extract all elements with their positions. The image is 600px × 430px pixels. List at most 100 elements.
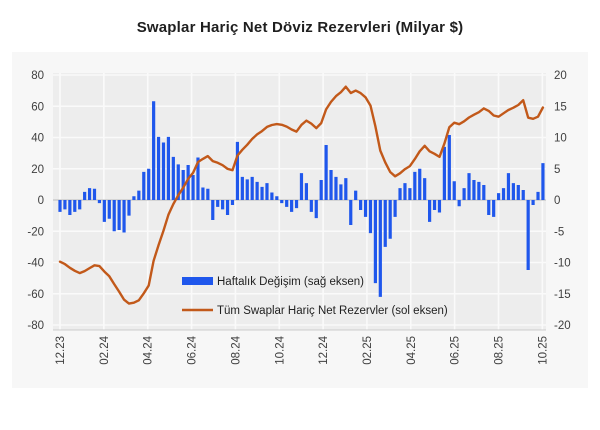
weekly-change-bar xyxy=(280,200,284,204)
reserves-trend-line xyxy=(58,85,545,305)
weekly-change-bar xyxy=(457,200,461,207)
weekly-change-bar xyxy=(418,168,422,200)
weekly-change-bar xyxy=(122,200,126,233)
weekly-change-bar xyxy=(166,136,171,201)
weekly-change-bar xyxy=(290,200,294,212)
weekly-change-bar xyxy=(196,157,200,200)
weekly-change-bar xyxy=(447,135,451,200)
weekly-change-bar xyxy=(521,190,525,200)
right-axis-tick-label: 0 xyxy=(554,195,560,207)
right-axis-tick-label: 20 xyxy=(554,70,567,82)
weekly-change-bar xyxy=(176,164,180,201)
weekly-change-bar xyxy=(452,181,456,200)
left-axis-tick-label: 60 xyxy=(31,101,44,113)
weekly-change-bar xyxy=(186,165,190,200)
weekly-change-bar xyxy=(541,163,545,201)
weekly-change-bar xyxy=(285,200,289,207)
weekly-change-bar xyxy=(334,176,338,201)
weekly-change-bar xyxy=(156,136,161,201)
weekly-change-bar xyxy=(132,196,136,200)
weekly-change-bar xyxy=(526,200,530,270)
x-axis-tick-label: 10.24 xyxy=(274,335,286,364)
weekly-change-bar xyxy=(211,200,215,220)
x-axis-tick-label: 08.24 xyxy=(230,335,242,364)
x-axis-tick-label: 12.23 xyxy=(55,336,67,365)
left-axis-tick-label: 40 xyxy=(31,133,44,145)
weekly-change-bar xyxy=(487,200,491,215)
weekly-change-bar xyxy=(359,200,363,210)
weekly-change-bar xyxy=(349,200,353,225)
weekly-change-bar xyxy=(477,181,481,201)
weekly-change-bar xyxy=(152,101,156,200)
left-axis-tick-label: 20 xyxy=(31,164,44,176)
weekly-change-bar xyxy=(437,200,442,213)
right-axis-tick-label: 15 xyxy=(554,101,567,113)
weekly-change-bar xyxy=(472,180,476,200)
weekly-change-bar xyxy=(142,171,146,201)
x-axis-tick-label: 06.24 xyxy=(187,335,199,364)
weekly-change-bar xyxy=(181,170,185,200)
weekly-change-bar xyxy=(299,173,304,201)
weekly-change-bar xyxy=(92,188,97,200)
weekly-change-bar xyxy=(398,188,402,201)
right-axis-tick-label: -15 xyxy=(554,289,571,301)
weekly-change-bar xyxy=(225,200,230,215)
weekly-change-bar xyxy=(492,200,496,217)
weekly-change-bar xyxy=(58,200,62,212)
weekly-change-bar xyxy=(506,173,511,201)
weekly-change-bar xyxy=(482,185,486,200)
weekly-change-bar xyxy=(496,193,501,201)
weekly-change-bar xyxy=(423,178,427,201)
weekly-change-bar xyxy=(255,181,259,201)
x-axis-tick-label: 04.25 xyxy=(406,336,418,365)
left-axis-tick-label: -60 xyxy=(27,289,44,301)
weekly-change-bar xyxy=(216,200,220,207)
x-axis-tick-label: 10.25 xyxy=(537,336,549,365)
left-axis-tick-label: -20 xyxy=(27,226,44,238)
weekly-change-bar xyxy=(235,141,240,201)
legend-swatch-bars xyxy=(182,277,213,285)
weekly-change-bar xyxy=(501,188,506,201)
x-axis-tick-label: 06.25 xyxy=(450,336,462,365)
right-axis-tick-label: -20 xyxy=(554,320,571,332)
weekly-change-bar xyxy=(171,156,175,201)
weekly-change-bar xyxy=(403,183,407,201)
weekly-change-bar xyxy=(413,171,417,201)
weekly-change-bar xyxy=(161,142,166,200)
weekly-change-bar xyxy=(408,188,412,201)
weekly-change-bar xyxy=(112,200,116,232)
weekly-change-bar xyxy=(73,200,77,212)
weekly-change-bar xyxy=(329,170,333,200)
weekly-change-bar xyxy=(230,200,235,205)
legend-label-line: Tüm Swaplar Hariç Net Rezervler (sol eks… xyxy=(217,305,448,317)
x-axis-tick-label: 12.24 xyxy=(318,335,330,364)
weekly-change-bar xyxy=(260,186,264,201)
weekly-change-bar xyxy=(294,200,299,209)
weekly-change-bar xyxy=(250,176,254,201)
weekly-change-bar xyxy=(147,168,151,200)
weekly-change-bar xyxy=(63,200,67,210)
weekly-change-bar xyxy=(354,190,358,201)
weekly-change-bar xyxy=(516,185,520,200)
weekly-change-bar xyxy=(206,188,210,200)
left-axis-tick-label: 80 xyxy=(31,70,44,82)
x-axis-tick-label: 02.24 xyxy=(99,335,111,364)
weekly-change-bar xyxy=(68,200,72,215)
weekly-change-bar xyxy=(368,200,373,234)
weekly-change-bar xyxy=(78,200,82,210)
weekly-change-bar xyxy=(388,200,392,239)
weekly-change-bar xyxy=(221,200,225,210)
x-axis-tick-label: 08.25 xyxy=(494,336,506,365)
x-axis-tick-label: 02.25 xyxy=(362,336,374,365)
x-axis-tick-label: 04.24 xyxy=(143,335,155,364)
weekly-change-bar xyxy=(432,200,437,210)
weekly-change-bar xyxy=(265,183,269,201)
weekly-change-bar xyxy=(117,200,121,230)
weekly-change-bar xyxy=(442,146,446,201)
weekly-change-bar xyxy=(191,175,195,200)
right-axis-tick-label: 10 xyxy=(554,133,567,145)
weekly-change-bar xyxy=(462,188,466,201)
weekly-change-bar xyxy=(324,145,328,200)
